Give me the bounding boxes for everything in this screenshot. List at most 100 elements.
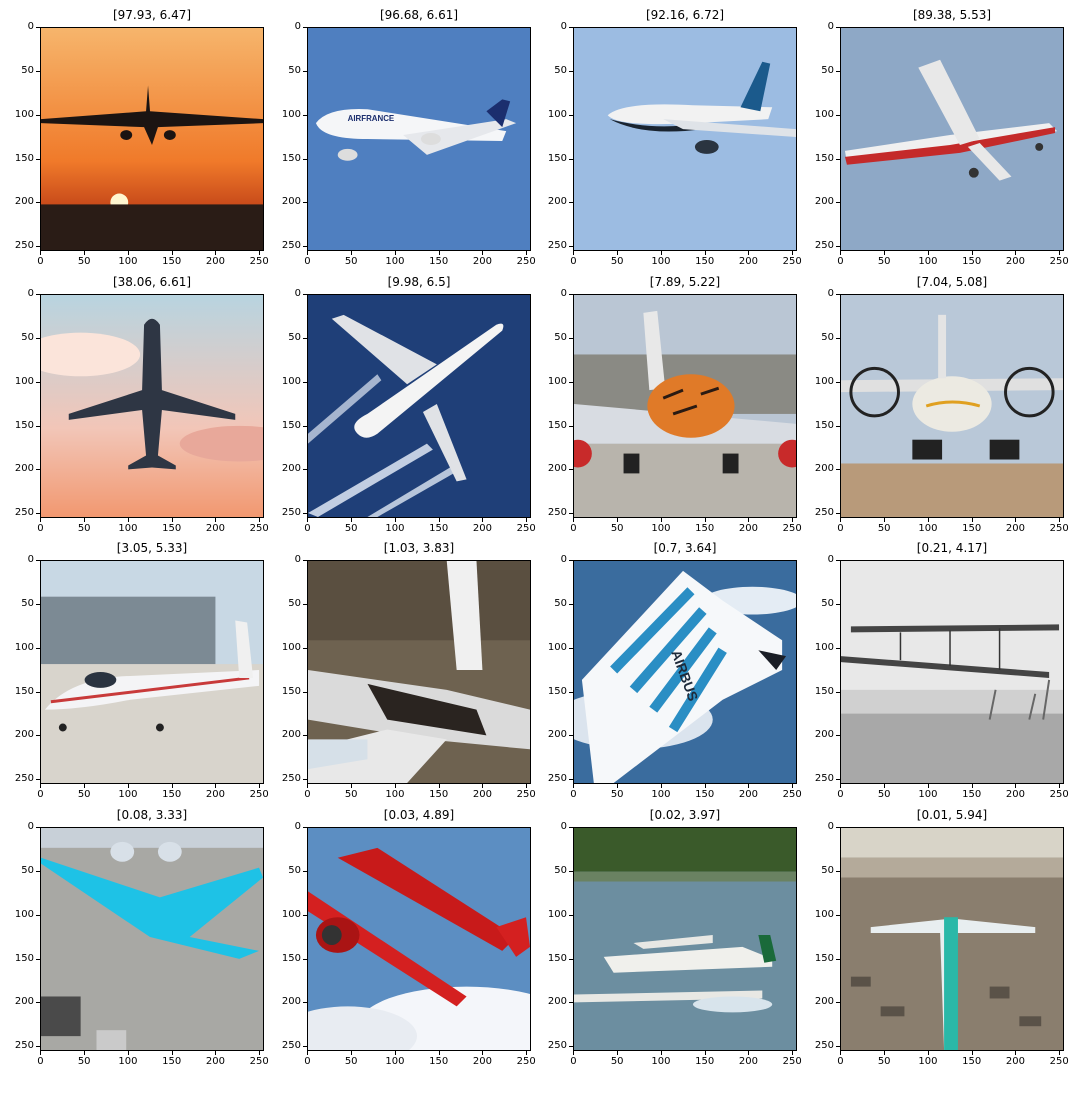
x-tick-mark	[704, 1051, 706, 1055]
x-tick-label: 50	[77, 1056, 91, 1067]
x-tick-label: 200	[1005, 523, 1025, 534]
x-tick-mark	[1015, 518, 1017, 522]
x-tick-mark	[748, 518, 750, 522]
y-tick-label: 250	[547, 1040, 567, 1052]
x-tick-label: 0	[37, 256, 44, 267]
x-tick-mark	[482, 784, 484, 788]
y-tick-mark	[836, 425, 840, 427]
x-tick-mark	[1059, 251, 1061, 255]
x-tick-label: 150	[962, 523, 982, 534]
x-tick-mark	[84, 251, 86, 255]
x-tick-mark	[394, 518, 396, 522]
x-tick-mark	[482, 251, 484, 255]
red-biplane-clouds-image	[308, 828, 530, 1050]
x-tick-mark	[171, 784, 173, 788]
y-tick-label: 200	[281, 996, 301, 1008]
image-panel: [0.03, 4.89] 0 50 100 150 200 250 0 50 100 150 200…	[282, 808, 573, 1093]
y-tick-label: 50	[554, 598, 567, 610]
y-tick-label: 150	[14, 419, 34, 431]
y-tick-mark	[836, 735, 840, 737]
x-tick-mark	[259, 1051, 261, 1055]
panel-title: [89.38, 5.53]	[912, 8, 992, 22]
y-tick-label: 250	[14, 507, 34, 519]
x-tick-label: 200	[205, 1056, 225, 1067]
x-tick-mark	[971, 784, 973, 788]
y-tick-mark	[36, 114, 40, 116]
svg-text:AIRFRANCE: AIRFRANCE	[348, 114, 395, 123]
x-tick-mark	[573, 518, 575, 522]
y-tick-mark	[569, 1046, 573, 1048]
x-tick-mark	[617, 1051, 619, 1055]
image-panel: [3.05, 5.33] 0 50 100 150 200 250 0 50 100 150 200…	[15, 541, 306, 826]
y-tick-mark	[836, 827, 840, 829]
y-tick-label: 50	[821, 598, 834, 610]
x-tick-mark	[971, 251, 973, 255]
x-tick-label: 50	[344, 256, 358, 267]
image-panel: [7.04, 5.08] 0 50 100 150 200 250 0 50 100 150 200…	[815, 275, 1080, 560]
x-tick-label: 150	[429, 789, 449, 800]
x-tick-mark	[215, 784, 217, 788]
x-tick-label: 50	[877, 256, 891, 267]
image-panel: [1.03, 3.83] 0 50 100 150 200 250 0 50 100 150 200…	[282, 541, 573, 826]
panel-image	[40, 27, 264, 251]
y-tick-mark	[36, 338, 40, 340]
y-tick-label: 100	[814, 375, 834, 387]
wright-flyer-black-white-image	[841, 561, 1063, 783]
x-tick-label: 100	[918, 523, 938, 534]
y-tick-mark	[36, 871, 40, 873]
x-tick-label: 0	[304, 523, 311, 534]
y-tick-mark	[569, 469, 573, 471]
y-tick-label: 0	[560, 21, 567, 33]
x-tick-label: 50	[610, 256, 624, 267]
y-tick-label: 50	[288, 65, 301, 77]
x-tick-label: 200	[738, 256, 758, 267]
x-tick-label: 250	[1049, 789, 1069, 800]
x-tick-mark	[792, 784, 794, 788]
x-tick-label: 150	[962, 1056, 982, 1067]
y-tick-label: 250	[814, 773, 834, 785]
y-tick-label: 200	[14, 996, 34, 1008]
y-tick-mark	[569, 202, 573, 204]
y-tick-label: 250	[814, 507, 834, 519]
y-tick-label: 150	[814, 152, 834, 164]
x-tick-mark	[927, 518, 929, 522]
y-tick-label: 100	[14, 908, 34, 920]
x-tick-mark	[526, 1051, 528, 1055]
x-tick-label: 200	[1005, 789, 1025, 800]
y-tick-mark	[569, 914, 573, 916]
x-tick-mark	[215, 1051, 217, 1055]
y-tick-label: 50	[21, 865, 34, 877]
y-tick-mark	[303, 114, 307, 116]
y-tick-mark	[836, 158, 840, 160]
x-tick-label: 50	[610, 1056, 624, 1067]
y-tick-label: 100	[14, 641, 34, 653]
x-tick-mark	[127, 1051, 129, 1055]
y-tick-mark	[36, 513, 40, 515]
y-tick-label: 0	[27, 554, 34, 566]
x-tick-mark	[660, 251, 662, 255]
panel-title: [3.05, 5.33]	[116, 541, 188, 555]
x-tick-label: 0	[837, 523, 844, 534]
panel-image	[573, 294, 797, 518]
x-tick-mark	[438, 784, 440, 788]
image-panel: [7.89, 5.22] 0 50 100 150 200 250 0 50 100 150 200…	[548, 275, 839, 560]
x-tick-label: 100	[118, 256, 138, 267]
y-tick-mark	[836, 560, 840, 562]
y-tick-mark	[836, 647, 840, 649]
x-tick-mark	[171, 251, 173, 255]
x-tick-mark	[40, 1051, 42, 1055]
y-tick-label: 100	[281, 108, 301, 120]
y-tick-mark	[569, 604, 573, 606]
x-tick-mark	[660, 518, 662, 522]
x-tick-label: 250	[249, 256, 269, 267]
x-tick-mark	[792, 1051, 794, 1055]
x-tick-label: 250	[516, 1056, 536, 1067]
an-22-propeller-cargo-image	[841, 295, 1063, 517]
y-tick-label: 150	[814, 952, 834, 964]
x-tick-mark	[438, 1051, 440, 1055]
x-tick-mark	[351, 251, 353, 255]
y-tick-label: 200	[547, 463, 567, 475]
y-tick-mark	[303, 827, 307, 829]
panel-title: [97.93, 6.47]	[112, 8, 192, 22]
panel-title: [92.16, 6.72]	[645, 8, 725, 22]
